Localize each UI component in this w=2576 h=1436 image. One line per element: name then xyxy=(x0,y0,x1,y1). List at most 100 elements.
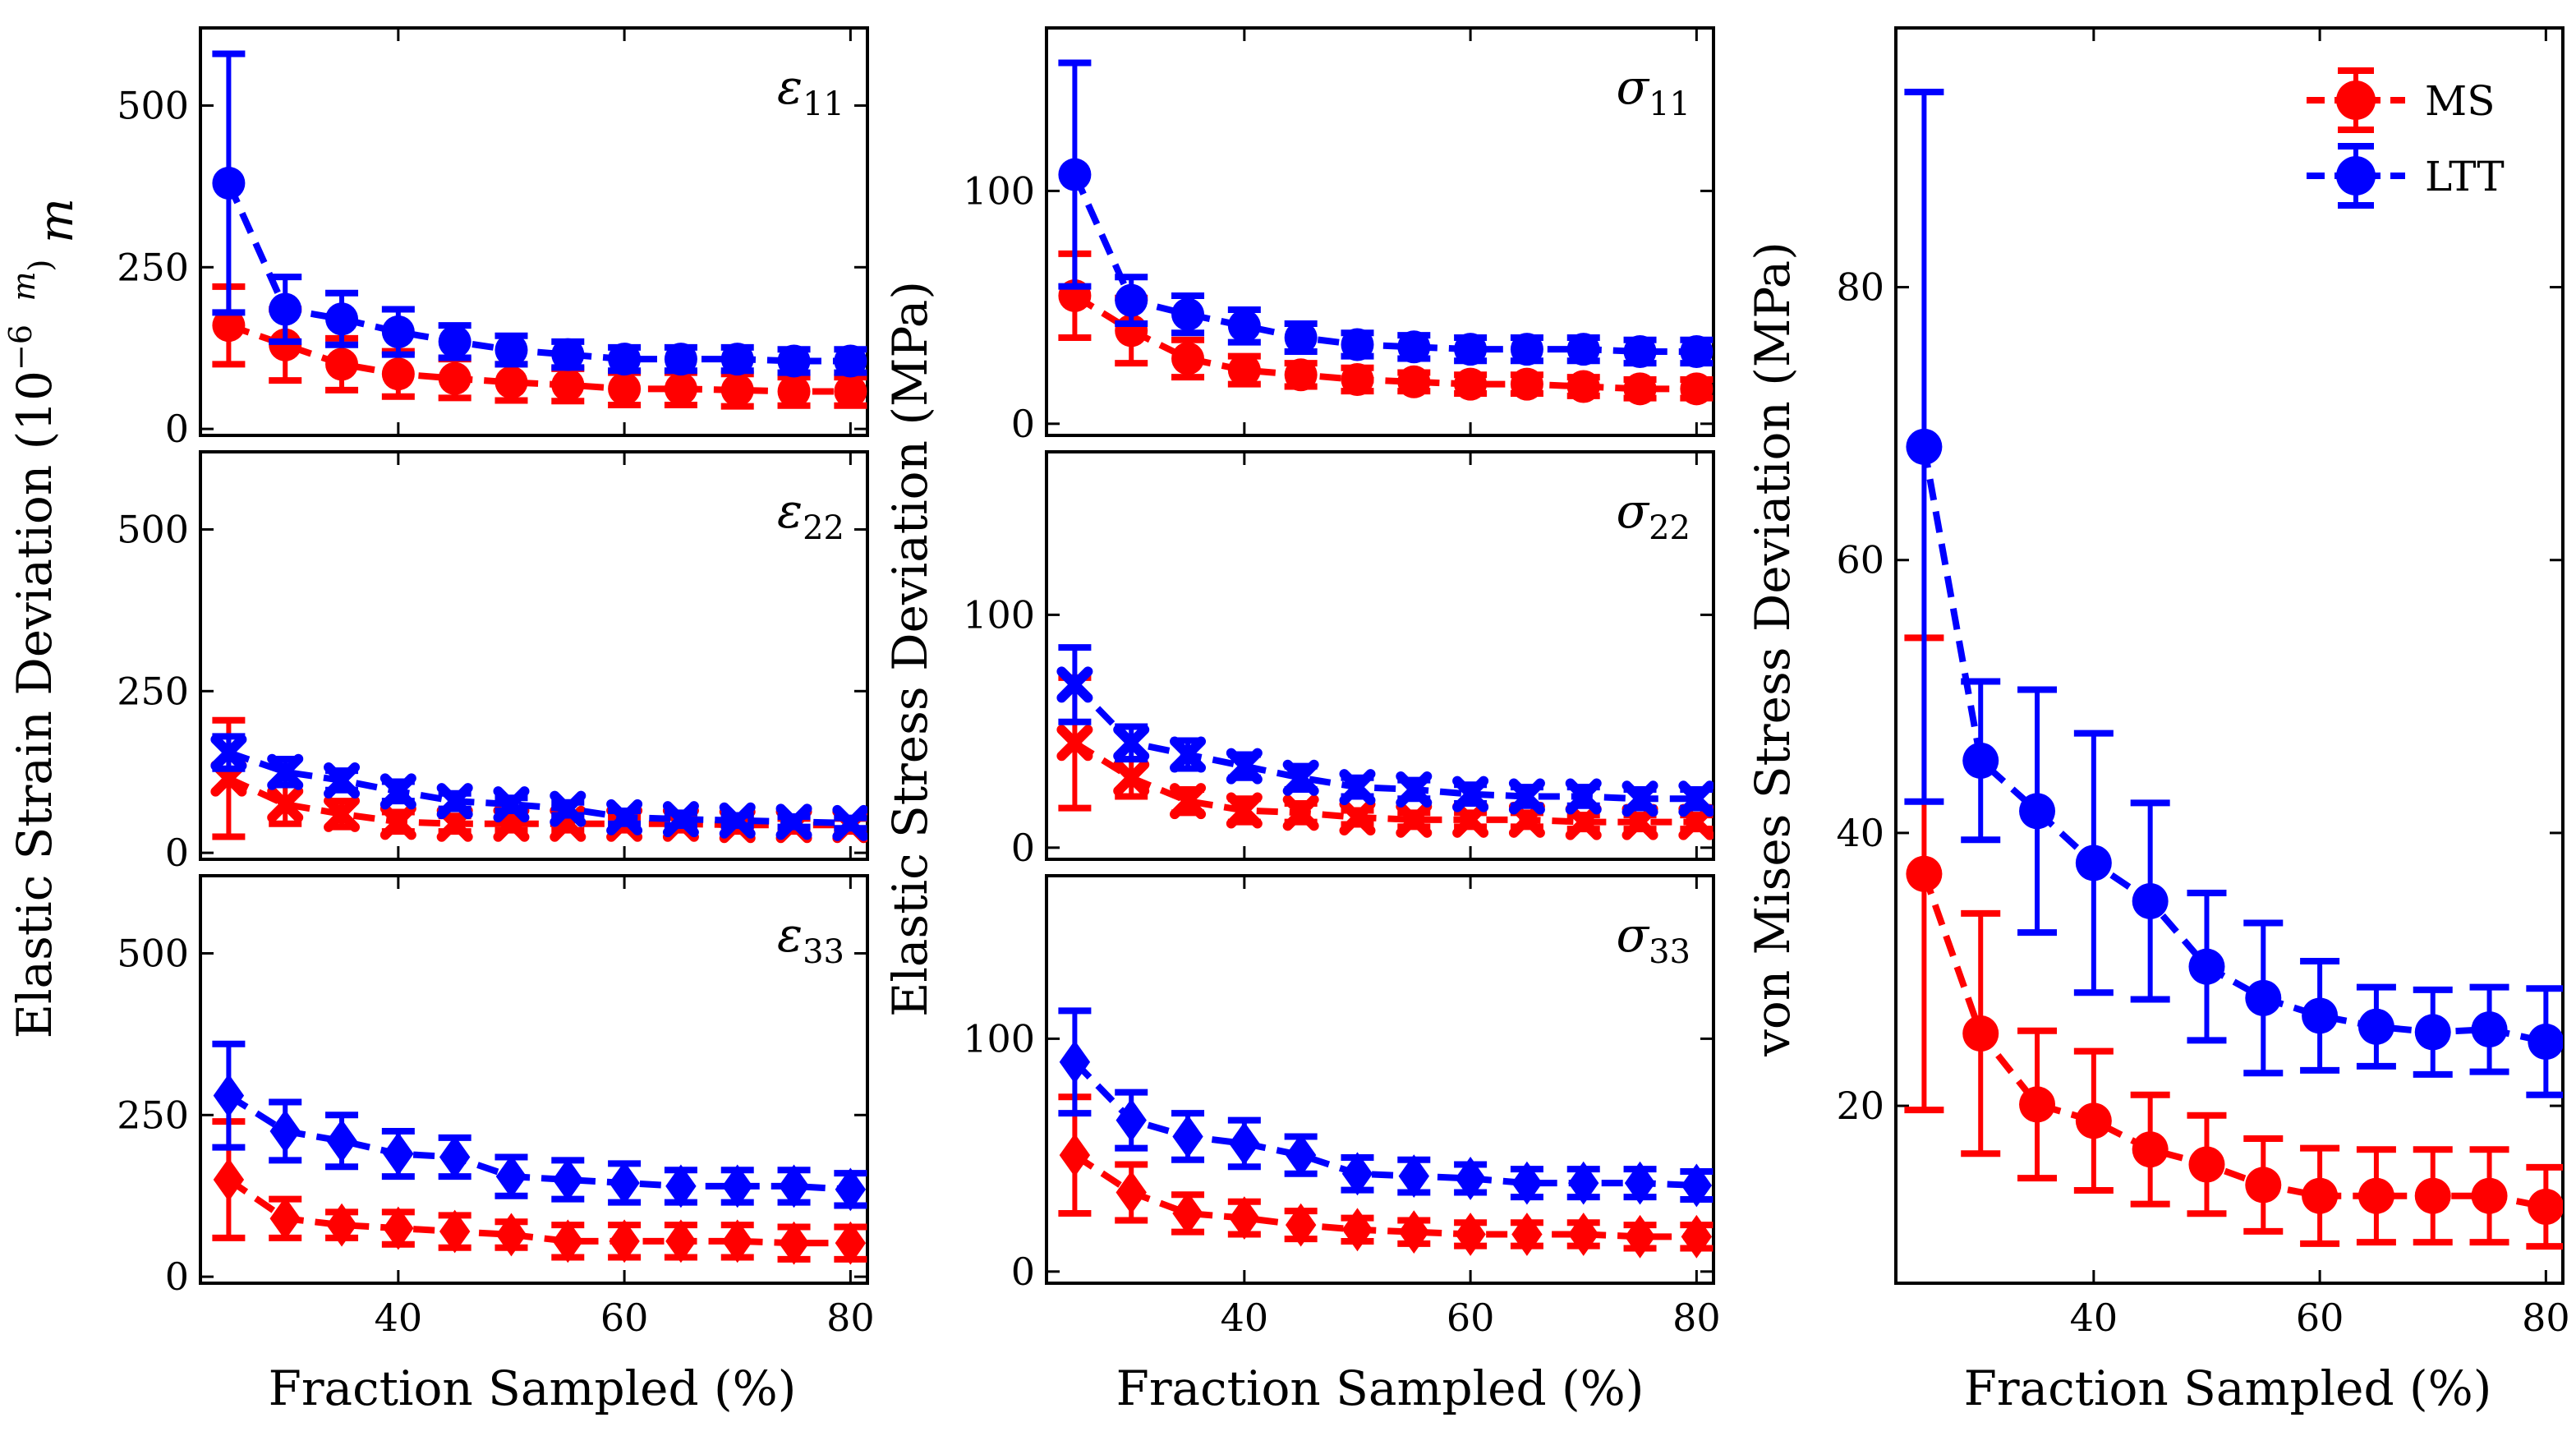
series-line-LTT xyxy=(225,182,851,365)
series-MS xyxy=(1904,634,2563,1250)
data-point-MS xyxy=(835,1221,867,1265)
data-point-MS xyxy=(2414,1177,2451,1214)
data-point-LTT xyxy=(1454,333,1488,366)
x-tick-label: 40 xyxy=(2070,1296,2118,1340)
data-point-MS xyxy=(777,375,811,408)
data-point-MS xyxy=(608,372,642,406)
data-point-LTT xyxy=(775,803,812,840)
data-point-MS xyxy=(2302,1177,2339,1214)
panel-label-sig33: σ33 xyxy=(1617,907,1691,971)
data-point-MS xyxy=(494,366,528,399)
data-point-LTT xyxy=(2414,1014,2451,1051)
x-tick-label: 40 xyxy=(1221,1296,1269,1340)
data-point-LTT xyxy=(1226,748,1263,785)
legend-label: MS xyxy=(2425,77,2495,125)
data-point-LTT xyxy=(835,1167,867,1212)
plot-area xyxy=(210,716,867,844)
data-point-MS xyxy=(1056,725,1093,762)
data-point-LTT xyxy=(606,799,643,835)
plot-area xyxy=(212,1040,867,1265)
data-point-MS xyxy=(1284,358,1318,392)
y-tick-label: 500 xyxy=(117,931,189,975)
y-tick-label: 250 xyxy=(117,245,189,289)
data-point-LTT xyxy=(1452,776,1489,812)
data-point-LTT xyxy=(1113,725,1150,762)
plot-area xyxy=(212,50,867,410)
data-point-LTT xyxy=(2528,1024,2563,1061)
x-tick-label: 80 xyxy=(826,1296,875,1340)
data-point-LTT xyxy=(269,292,302,326)
series-line-LTT xyxy=(1920,446,2547,1045)
data-point-LTT xyxy=(552,1158,583,1202)
data-point-MS xyxy=(1229,1196,1260,1240)
data-point-LTT xyxy=(777,344,811,378)
panel-label-eps33: ε33 xyxy=(777,907,844,971)
plot-area xyxy=(1058,59,1714,406)
data-point-MS xyxy=(267,786,304,823)
data-point-MS xyxy=(1566,370,1600,403)
data-point-MS xyxy=(1170,783,1207,820)
data-point-LTT xyxy=(1229,1121,1260,1166)
series-MS xyxy=(1056,674,1714,840)
data-point-MS xyxy=(1171,342,1205,375)
data-point-MS xyxy=(609,1219,640,1263)
data-point-LTT xyxy=(1906,428,1943,465)
data-point-LTT xyxy=(1056,666,1093,703)
data-point-LTT xyxy=(1059,1040,1091,1084)
data-point-MS xyxy=(1282,794,1319,831)
data-point-LTT xyxy=(1455,1157,1486,1200)
data-point-LTT xyxy=(2019,793,2056,830)
data-point-LTT xyxy=(1170,736,1207,773)
data-point-MS xyxy=(383,1206,414,1250)
data-point-LTT xyxy=(1058,158,1092,191)
x-tick-label: 60 xyxy=(1447,1296,1495,1340)
data-point-MS xyxy=(1962,1015,1999,1052)
data-point-LTT xyxy=(1680,334,1714,368)
data-point-MS xyxy=(2188,1146,2225,1183)
data-point-MS xyxy=(1452,801,1489,838)
data-point-LTT xyxy=(1341,1152,1373,1196)
data-point-LTT xyxy=(2245,979,2282,1016)
data-point-MS xyxy=(326,1203,357,1247)
y-tick-label: 20 xyxy=(1836,1084,1884,1128)
axes-frame xyxy=(1045,874,1715,1285)
data-point-LTT xyxy=(719,802,756,839)
data-point-LTT xyxy=(778,1164,810,1208)
series-MS xyxy=(1058,250,1714,406)
data-point-MS xyxy=(324,795,361,832)
x-tick-label: 40 xyxy=(375,1296,423,1340)
data-point-LTT xyxy=(1623,334,1657,368)
data-point-LTT xyxy=(722,1164,753,1208)
data-point-LTT xyxy=(2132,882,2169,919)
data-point-MS xyxy=(1226,792,1263,829)
legend-marker xyxy=(2336,81,2376,120)
y-tick-label: 0 xyxy=(165,831,189,875)
legend-entry-MS: MS xyxy=(2307,67,2495,133)
data-point-MS xyxy=(834,375,867,408)
data-point-MS xyxy=(439,1209,471,1254)
panel-label-eps11: ε11 xyxy=(777,59,844,123)
data-point-MS xyxy=(1623,372,1657,406)
data-point-LTT xyxy=(1566,333,1600,366)
series-MS xyxy=(212,283,867,410)
data-point-LTT xyxy=(438,324,472,358)
data-point-MS xyxy=(1398,1210,1429,1254)
data-point-LTT xyxy=(326,1119,357,1163)
axes-frame xyxy=(199,26,869,437)
plot-area xyxy=(1058,1007,1714,1259)
data-point-LTT xyxy=(1171,297,1205,331)
panel-eps33: 40 60 80 0 250 500 ε33 xyxy=(117,874,875,1340)
legend: MS LTT xyxy=(2307,67,2505,209)
data-point-LTT xyxy=(439,1135,471,1179)
series-LTT xyxy=(212,1040,867,1212)
data-point-MS xyxy=(1681,1214,1713,1259)
stress-ylabel: Elastic Stress Deviation (MPa) xyxy=(882,281,938,1017)
plot-area xyxy=(1904,89,2563,1250)
y-tick-label: 0 xyxy=(1011,826,1035,870)
series-line-MS xyxy=(1920,872,2547,1210)
series-line-MS xyxy=(228,322,851,395)
series-LTT xyxy=(212,50,867,378)
data-point-MS xyxy=(1285,1203,1317,1247)
y-tick-label: 0 xyxy=(165,1254,189,1299)
